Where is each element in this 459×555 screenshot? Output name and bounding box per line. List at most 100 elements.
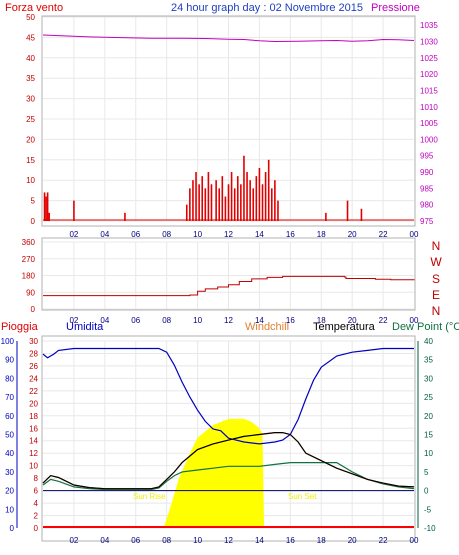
temperature-y-tick-20: 20 (424, 412, 433, 421)
wind-y-tick-15: 15 (26, 156, 35, 165)
direction-x-tick-18: 18 (317, 316, 326, 325)
rain-y-tick-6: 6 (34, 487, 39, 496)
rain-y-tick-24: 24 (29, 374, 38, 383)
temperature-x-tick-16: 16 (286, 536, 295, 545)
direction-x-tick-16: 16 (286, 316, 295, 325)
rain-y-tick-18: 18 (29, 412, 38, 421)
direction-y-tick-270: 270 (22, 255, 36, 264)
rain-y-tick-10: 10 (29, 462, 38, 471)
pressure-y-tick-980: 980 (420, 201, 434, 210)
temperature-x-tick-20: 20 (348, 536, 357, 545)
windchill-title: Windchill (245, 321, 289, 333)
rain-y-tick-16: 16 (29, 424, 38, 433)
sunrise-label: Sun Rise (133, 492, 166, 501)
temperature-y-tick-15: 15 (424, 431, 433, 440)
wind-y-tick-30: 30 (26, 95, 35, 104)
pressure-y-tick-1010: 1010 (420, 103, 438, 112)
direction-x-tick-06: 06 (131, 316, 140, 325)
temperature-y-tick-0: 0 (424, 487, 429, 496)
temperature-x-tick-12: 12 (224, 536, 233, 545)
temperature-y-tick-35: 35 (424, 356, 433, 365)
wind-x-tick-12: 12 (224, 230, 233, 239)
rain-y-tick-28: 28 (29, 349, 38, 358)
temperature-x-tick-22: 22 (379, 536, 388, 545)
direction-x-tick-22: 22 (379, 316, 388, 325)
direction-y-tick-180: 180 (22, 272, 36, 281)
wind-y-tick-5: 5 (31, 197, 36, 206)
humidity-y-tick-50: 50 (5, 431, 14, 440)
direction-x-tick-00: 00 (410, 316, 419, 325)
pressure-y-tick-990: 990 (420, 168, 434, 177)
rain-y-tick-30: 30 (29, 337, 38, 346)
date-title: 24 hour graph day : 02 Novembre 2015 (171, 2, 363, 14)
pressure-y-tick-995: 995 (420, 152, 434, 161)
temperature-y-tick-5: 5 (424, 468, 429, 477)
temperature-x-tick-08: 08 (162, 536, 171, 545)
direction-x-tick-20: 20 (348, 316, 357, 325)
solar-area (163, 418, 265, 528)
temperature-line (42, 432, 415, 490)
direction-label-e: E (432, 288, 440, 302)
direction-y-tick-360: 360 (22, 238, 36, 247)
pressure-y-tick-1030: 1030 (420, 37, 438, 46)
humidity-line (42, 347, 414, 445)
direction-x-tick-14: 14 (255, 316, 264, 325)
temperature-x-tick-00: 00 (410, 536, 419, 545)
rain-y-tick-12: 12 (29, 449, 38, 458)
rain-y-tick-20: 20 (29, 399, 38, 408)
temperature-x-tick-04: 04 (100, 536, 109, 545)
temperature-x-tick-18: 18 (317, 536, 326, 545)
rain-y-tick-2: 2 (34, 512, 39, 521)
wind-y-tick-40: 40 (26, 54, 35, 63)
humidity-y-tick-60: 60 (5, 412, 14, 421)
direction-x-tick-04: 04 (100, 316, 109, 325)
direction-label-w: W (430, 255, 442, 269)
direction-label-s: S (432, 272, 440, 286)
temperature-title: Temperatura (313, 321, 376, 333)
direction-x-tick-02: 02 (69, 316, 78, 325)
humidity-y-tick-80: 80 (5, 374, 14, 383)
temperature-x-tick-06: 06 (131, 536, 140, 545)
wind-y-tick-0: 0 (31, 217, 36, 226)
wind-y-tick-50: 50 (26, 13, 35, 22)
humidity-y-tick-20: 20 (5, 487, 14, 496)
wind-y-tick-25: 25 (26, 115, 35, 124)
temperature-x-tick-10: 10 (193, 536, 202, 545)
humidity-y-tick-0: 0 (10, 524, 15, 533)
humidity-y-tick-90: 90 (5, 356, 14, 365)
dewpoint-line (42, 462, 415, 491)
wind-y-tick-10: 10 (26, 176, 35, 185)
rain-y-tick-0: 0 (34, 524, 39, 533)
wind-x-tick-16: 16 (286, 230, 295, 239)
direction-label-n2: N (432, 304, 441, 318)
wind-y-tick-45: 45 (26, 33, 35, 42)
wind-x-tick-08: 08 (162, 230, 171, 239)
rain-y-tick-4: 4 (34, 499, 39, 508)
pressure-y-tick-985: 985 (420, 184, 434, 193)
rain-y-tick-8: 8 (34, 474, 39, 483)
temperature-y-tick-30: 30 (424, 374, 433, 383)
temperature-x-tick-02: 02 (69, 536, 78, 545)
pressure-title: Pressione (371, 2, 420, 14)
wind-x-tick-22: 22 (379, 230, 388, 239)
rain-y-tick-14: 14 (29, 437, 38, 446)
direction-x-tick-08: 08 (162, 316, 171, 325)
humidity-y-tick-30: 30 (5, 468, 14, 477)
rain-y-tick-22: 22 (29, 387, 38, 396)
pressure-y-tick-975: 975 (420, 217, 434, 226)
wind-y-tick-20: 20 (26, 135, 35, 144)
wind-x-tick-18: 18 (317, 230, 326, 239)
humidity-y-tick-100: 100 (1, 337, 15, 346)
temperature-y-tick-10: 10 (424, 449, 433, 458)
wind-x-tick-04: 04 (100, 230, 109, 239)
rain-y-tick-26: 26 (29, 362, 38, 371)
humidity-y-tick-10: 10 (5, 505, 14, 514)
direction-x-tick-12: 12 (224, 316, 233, 325)
wind-title: Forza vento (5, 2, 63, 14)
wind-x-tick-14: 14 (255, 230, 264, 239)
pressure-y-tick-1015: 1015 (420, 86, 438, 95)
wind-x-tick-06: 06 (131, 230, 140, 239)
humidity-y-tick-40: 40 (5, 449, 14, 458)
direction-label-n: N (432, 239, 441, 253)
